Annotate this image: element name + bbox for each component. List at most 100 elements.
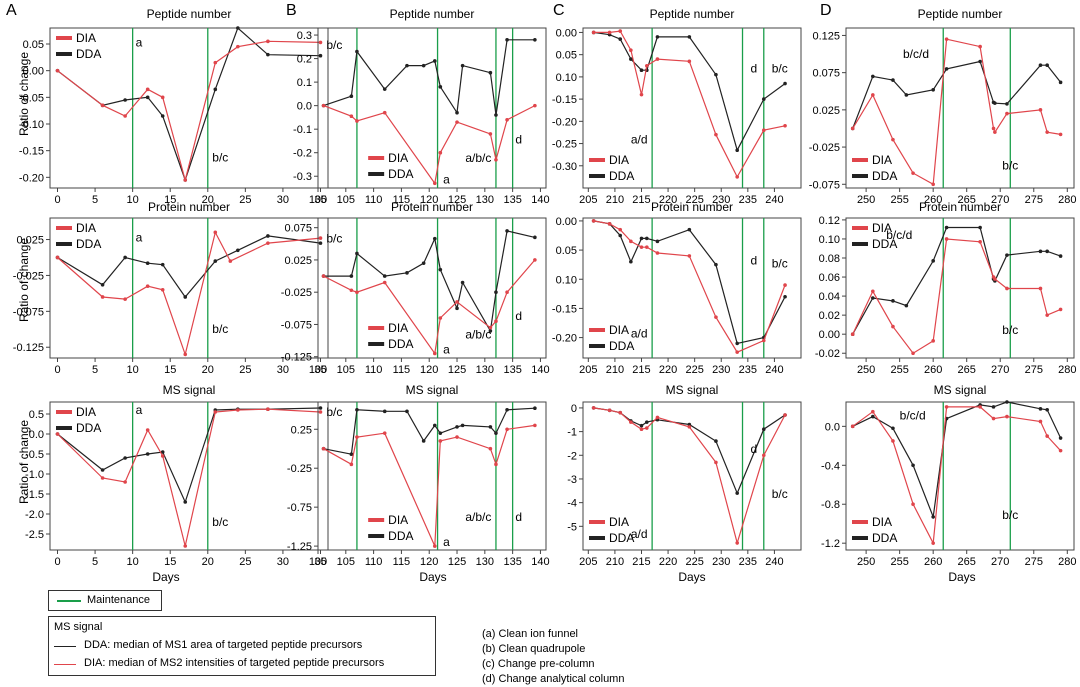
plot-frame	[845, 401, 1075, 551]
data-point-dia	[978, 44, 982, 49]
chart-c-peptide-number: Peptide number 205 210 215 220 225 230 235 240 0.…	[552, 7, 802, 206]
data-point-dia	[993, 130, 997, 134]
x-tick-label: 35	[314, 556, 326, 568]
data-point-dda	[629, 259, 633, 264]
data-point-dia	[714, 132, 718, 137]
data-point-dia	[639, 427, 644, 432]
chart-title: Peptide number	[390, 7, 475, 21]
data-point-dia	[1038, 286, 1043, 291]
legend-label-dda: DDA	[76, 237, 101, 251]
x-tick-label: 240	[765, 556, 783, 568]
legend-label-dda: DDA	[388, 529, 413, 543]
data-point-dia	[382, 431, 387, 435]
data-point-dda	[405, 63, 409, 68]
y-tick-label: -0.1	[293, 124, 312, 136]
y-tick-label: -3	[567, 474, 577, 486]
data-point-dia	[891, 137, 895, 142]
data-point-dda	[618, 233, 623, 238]
legend-label-dda: DDA	[76, 47, 101, 61]
y-tick-label: 0.0	[297, 101, 312, 113]
y-tick-label: -0.20	[552, 116, 577, 128]
y-tick-label: -1.25	[287, 541, 312, 553]
x-tick-label: 135	[503, 194, 521, 206]
data-point-dda	[931, 259, 935, 263]
data-point-dia	[761, 338, 766, 343]
data-point-dia	[488, 132, 493, 136]
chart-c-ms-signal: MS signal 205 210 215 220 225 230 235 240 0 -1 -2 -3…	[567, 383, 802, 568]
data-point-dda	[655, 35, 660, 39]
y-tick-label: 0.12	[819, 215, 840, 227]
data-point-dia	[783, 413, 787, 417]
legend-swatch-dda	[56, 52, 72, 56]
y-tick-label: 0.2	[297, 54, 312, 66]
data-point-dda	[1058, 436, 1063, 440]
data-point-dia	[55, 68, 60, 73]
maintenance-annotation: d	[750, 442, 757, 456]
plot-frame	[49, 217, 329, 359]
legend-label-dia: DIA	[872, 221, 892, 235]
data-point-dia	[607, 222, 612, 226]
x-tick-label: 100	[309, 556, 327, 568]
data-point-dia	[382, 280, 387, 285]
data-point-dia	[183, 352, 188, 357]
x-tick-label: 25	[239, 556, 251, 568]
data-point-dda	[978, 225, 982, 230]
maintenance-annotation: b/c	[212, 322, 228, 336]
chart-c-protein-number: Protein number 205 210 215 220 225 230 235 240 0.…	[552, 200, 802, 376]
data-point-dia	[266, 39, 270, 44]
x-tick-label: 30	[277, 556, 289, 568]
x-tick-label: 20	[202, 556, 214, 568]
y-tick-label: -0.20	[552, 333, 577, 345]
data-point-dia	[494, 319, 498, 324]
data-point-dia	[318, 410, 323, 414]
data-point-dda	[871, 414, 875, 419]
data-point-dda	[355, 407, 359, 412]
maintenance-notes: (a) Clean ion funnel (b) Clean quadrupol…	[482, 627, 624, 687]
y-tick-label: 0.05	[23, 39, 44, 51]
plot-frame	[49, 27, 329, 189]
y-tick-label: 0.08	[819, 253, 840, 265]
x-tick-label: 110	[365, 194, 383, 206]
y-axis-title-row2: Ratio of change	[17, 238, 31, 322]
series-line-dda	[323, 230, 536, 333]
x-tick-label: 250	[857, 556, 875, 568]
x-tick-label: 110	[365, 556, 383, 568]
data-point-dia	[438, 439, 443, 443]
data-point-dia	[591, 406, 596, 410]
data-point-dda	[639, 68, 644, 73]
data-point-dia	[911, 502, 915, 507]
data-point-dda	[438, 267, 443, 272]
maintenance-legend: Maintenance	[48, 590, 162, 611]
legend-label-dia: DIA	[76, 405, 96, 419]
dia-description: DIA: median of MS2 intensities of target…	[84, 657, 385, 669]
data-point-dia	[160, 454, 165, 458]
maintenance-annotation: b/c	[1002, 508, 1018, 522]
data-point-dia	[850, 126, 855, 131]
maintenance-annotation: a	[136, 36, 143, 50]
data-point-dda	[1045, 407, 1049, 412]
chart-d-protein-number: Protein number 250 255 260 265 270 275 280 0.12 0…	[815, 200, 1077, 376]
plot-frame	[317, 401, 547, 551]
legend-label-dia: DIA	[76, 31, 96, 45]
data-point-dia	[488, 446, 493, 451]
x-tick-label: 240	[765, 194, 783, 206]
legend-label-dda: DDA	[872, 237, 897, 251]
data-point-dda	[783, 81, 787, 86]
legend-swatch-dda	[589, 174, 605, 178]
y-axis-title-row3: Ratio of change	[17, 420, 31, 504]
data-point-dia	[645, 426, 649, 430]
chart-title: MS signal	[666, 383, 719, 397]
data-point-dda	[432, 59, 437, 63]
x-tick-label: 120	[420, 364, 438, 376]
data-point-dia	[761, 128, 766, 133]
data-point-dia	[655, 57, 660, 61]
data-point-dia	[123, 480, 127, 484]
x-tick-label: 105	[337, 364, 355, 376]
x-tick-label: 270	[991, 194, 1009, 206]
y-tick-label: -0.125	[281, 352, 312, 364]
x-tick-label: 0	[54, 364, 60, 376]
data-point-dia	[931, 339, 935, 343]
data-point-dia	[871, 93, 875, 97]
y-tick-label: 0.025	[812, 105, 840, 117]
data-point-dia	[349, 462, 354, 467]
